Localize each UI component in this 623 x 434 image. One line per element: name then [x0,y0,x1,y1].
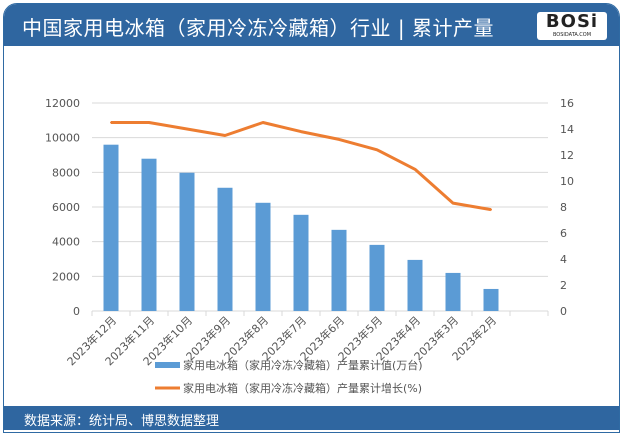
y-left-tick-label: 0 [73,305,80,318]
bar [331,229,347,311]
bar [255,202,271,311]
y-left-tick-label: 10000 [45,132,80,145]
legend-bar-label: 家用电冰箱（家用冷冻冷藏箱）产量累计值(万台) [183,358,423,372]
bar [293,214,309,311]
page-title: 中国家用电冰箱（家用冷冻冷藏箱）行业 | 累计产量 [22,16,494,40]
line-point [148,121,150,124]
y-right-tick-label: 16 [560,97,574,110]
line-point [186,128,188,130]
y-right-tick-label: 6 [560,227,567,240]
line-point [300,130,302,133]
growth-line [111,121,492,212]
y-right-tick-label: 14 [560,123,574,136]
bar [103,144,119,311]
data-source: 数据来源：统计局、博思数据整理 [24,414,220,429]
header-bar: 中国家用电冰箱（家用冷冻冷藏箱）行业 | 累计产量 BOSi BOSIDATA.C… [4,4,619,46]
footer-bar: 数据来源：统计局、博思数据整理 [4,406,619,430]
y-left-tick-label: 12000 [45,97,80,110]
bosi-logo: BOSi BOSIDATA.COM [537,12,607,40]
line-point [110,121,112,124]
y-right-tick-label: 10 [560,175,574,188]
y-right-tick-label: 8 [560,201,567,214]
y-right-tick-label: 0 [560,305,567,318]
y-left-tick-label: 4000 [52,236,80,249]
bar [179,172,195,311]
line-point [376,148,378,151]
y-left-tick-label: 6000 [52,201,80,214]
y-right-tick-label: 4 [560,253,567,266]
bar [369,244,385,311]
bar [141,158,157,311]
bar [217,187,233,311]
line-point [224,134,226,137]
y-left-tick-label: 8000 [52,166,80,179]
bar [483,288,499,311]
line-point [414,168,416,171]
legend-bar-swatch [155,362,180,368]
line-point [338,138,340,141]
line-point [262,121,264,124]
bar [445,272,461,311]
y-left-tick-label: 2000 [52,270,80,283]
legend-line-label: 家用电冰箱（家用冷冻冷藏箱）产量累计增长(%) [183,381,422,395]
line-point [490,208,492,211]
bar [407,259,423,311]
y-right-tick-label: 12 [560,149,574,162]
y-right-tick-label: 2 [560,279,567,292]
line-point [452,202,454,205]
